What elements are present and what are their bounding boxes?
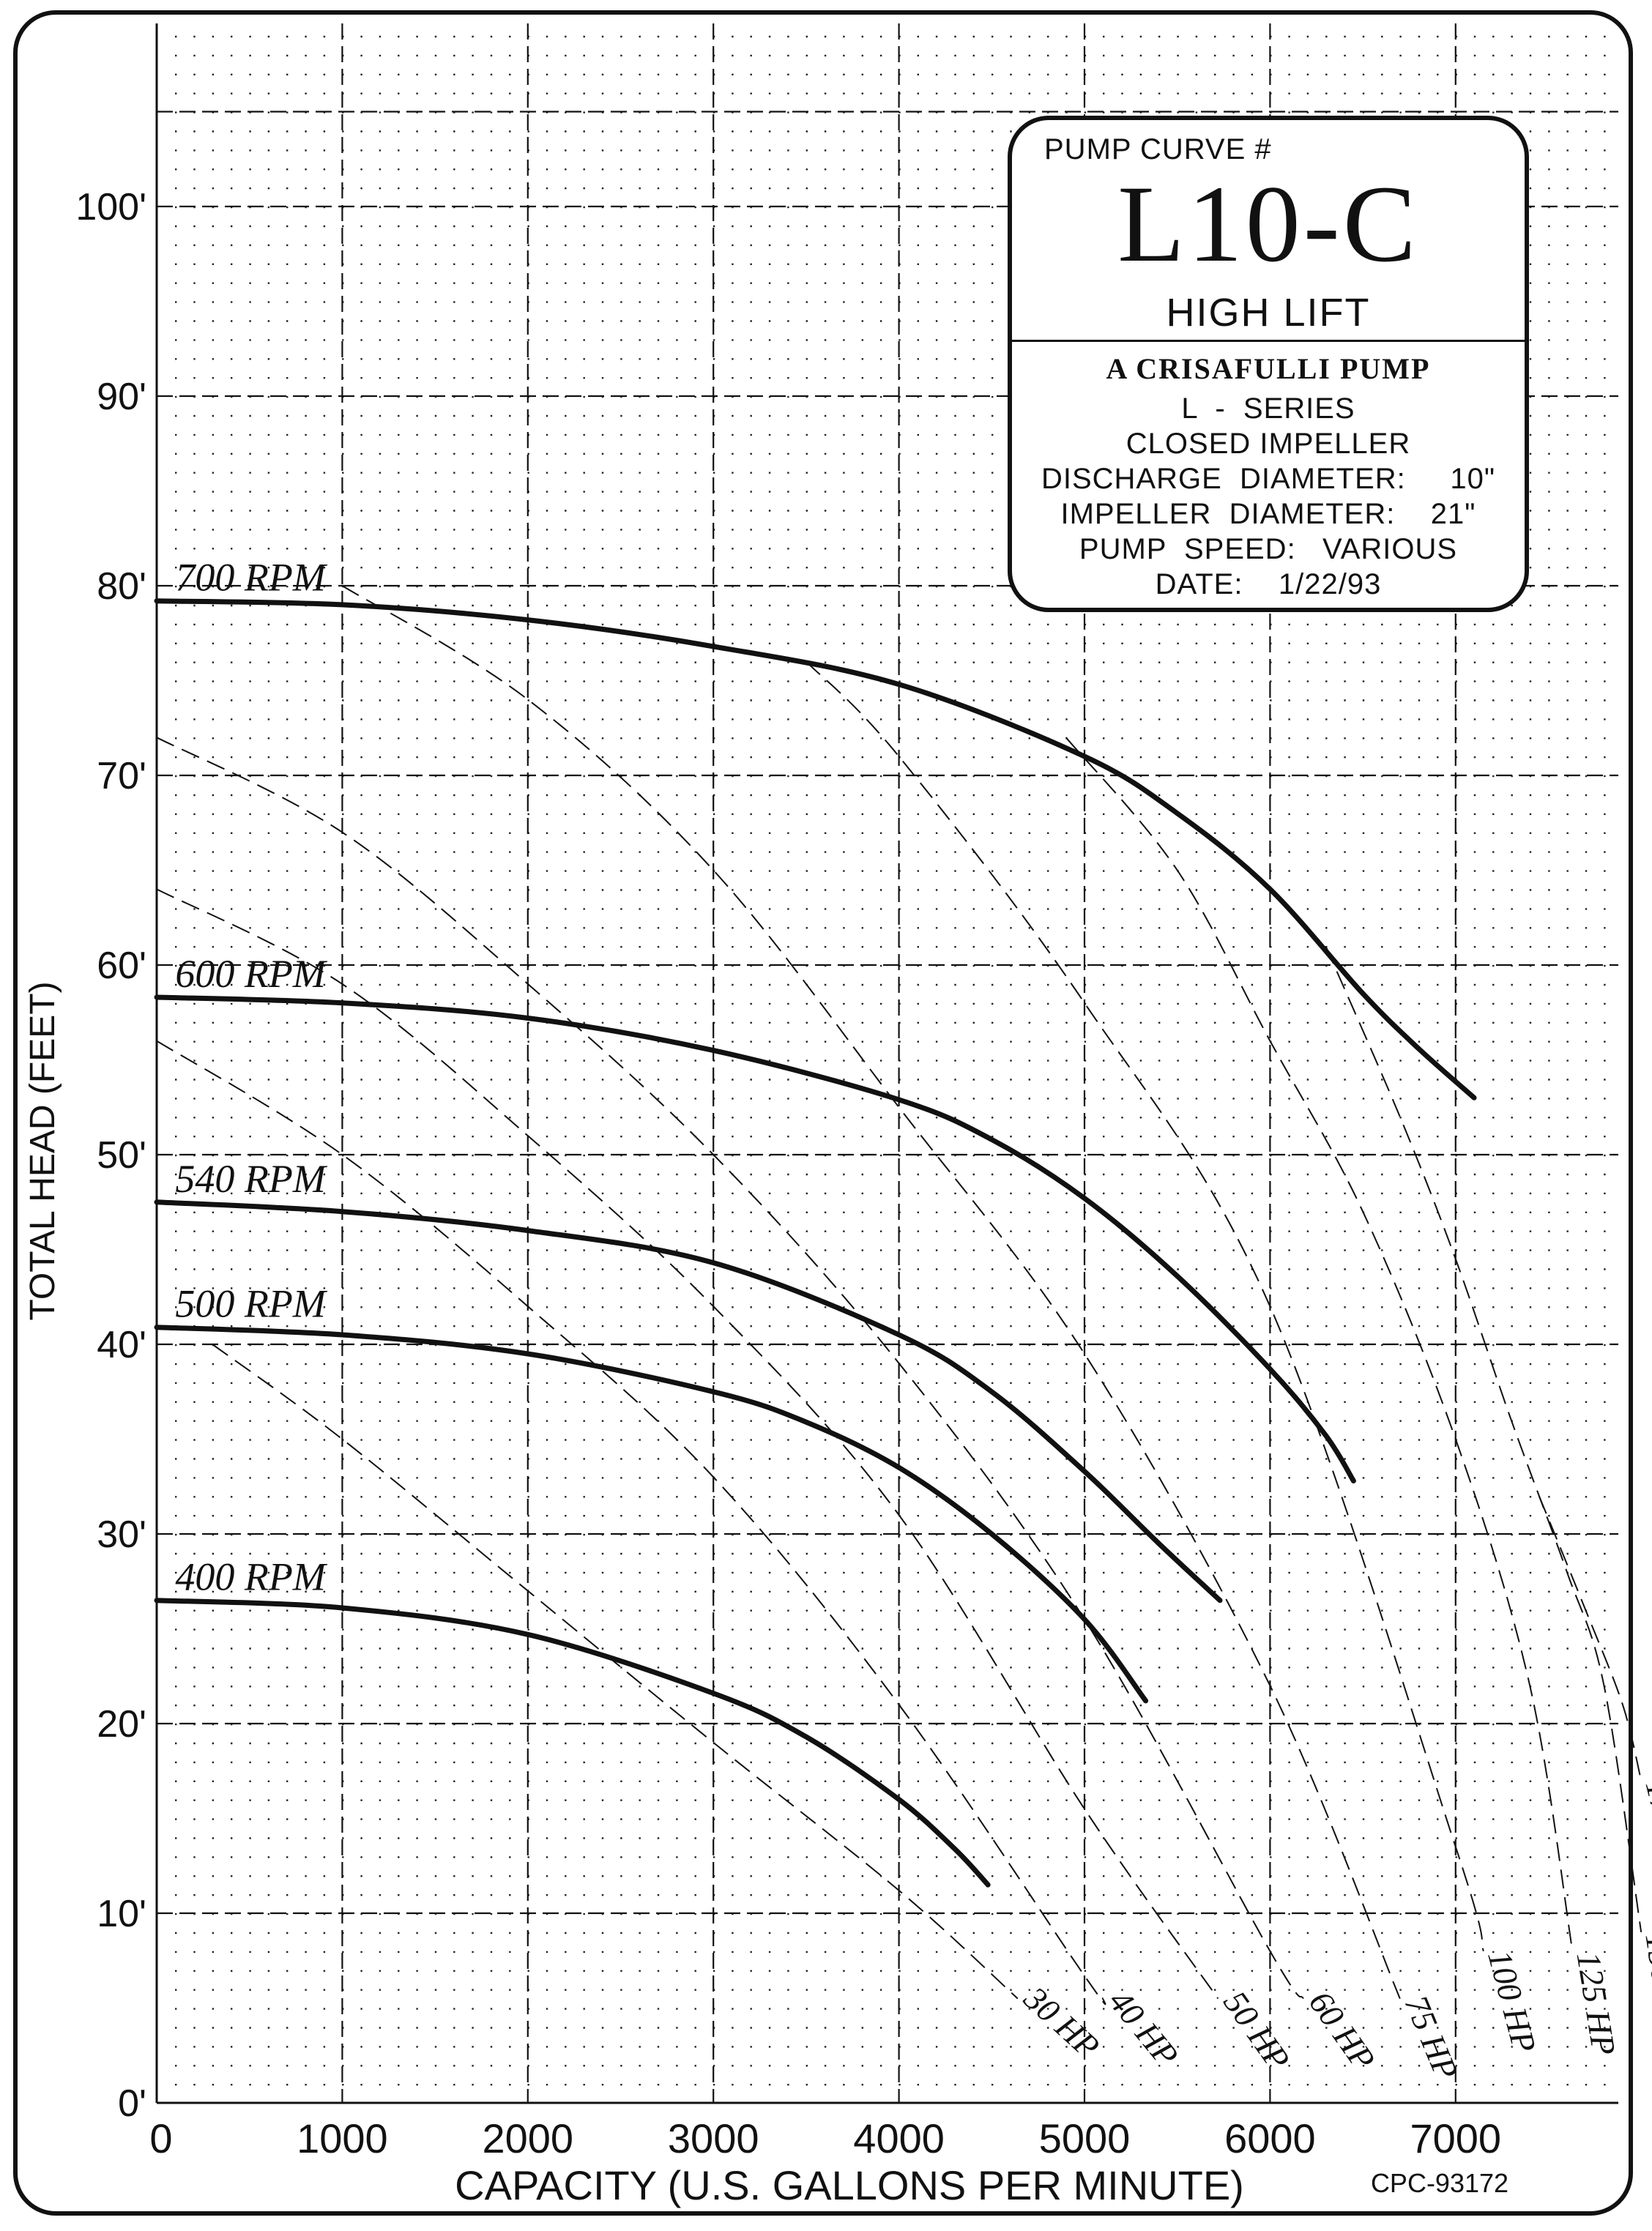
hp-lines	[156, 585, 1642, 2005]
hp-line-label: 125 HP	[1570, 1949, 1623, 2057]
pump-curve-label: PUMP CURVE #	[1044, 133, 1272, 165]
y-tick-label: 100'	[75, 186, 146, 228]
rpm-curve-label: 400 RPM	[175, 1555, 327, 1599]
hp-line-label: 60 HP	[1302, 1984, 1383, 2077]
y-tick-label: 20'	[97, 1703, 146, 1746]
hp-line	[1325, 945, 1642, 1933]
hp-line	[341, 585, 1401, 1999]
hp-line	[805, 660, 1484, 1952]
hp-line-label: 40 HP	[1102, 1983, 1186, 2074]
x-tick-label: 5000	[1039, 2115, 1131, 2161]
x-tick-label: 1000	[297, 2115, 388, 2161]
y-tick-label: 70'	[97, 755, 146, 797]
hp-line-label: 175 HP	[1638, 1776, 1652, 1886]
y-tick-label: 40'	[97, 1324, 146, 1366]
spec-pump-speed: PUMP SPEED: VARIOUS	[1079, 533, 1458, 565]
x-tick-label: 0	[149, 2115, 172, 2161]
spec-date: DATE: 1/22/93	[1155, 568, 1382, 600]
rpm-curves	[154, 598, 1477, 1888]
spec-discharge-diameter: DISCHARGE DIAMETER: 10"	[1041, 463, 1496, 495]
pump-maker: A CRISAFULLI PUMP	[1106, 352, 1431, 385]
y-tick-label: 50'	[97, 1134, 146, 1177]
hp-line-label: 150 HP	[1638, 1931, 1652, 2039]
rpm-curve	[154, 1598, 991, 1888]
y-tick-label: 30'	[97, 1513, 146, 1556]
drawing-number: CPC-93172	[1371, 2168, 1508, 2198]
rpm-curve-label: 600 RPM	[175, 952, 327, 996]
x-tick-label: 7000	[1410, 2115, 1502, 2161]
x-tick-label: 3000	[668, 2115, 759, 2161]
hp-line-label: 50 HP	[1216, 1984, 1297, 2077]
rpm-curve	[154, 994, 1356, 1483]
hp-line-label: 100 HP	[1481, 1946, 1544, 2056]
pump-curve-code: L10-C	[1117, 163, 1419, 285]
rpm-curve	[154, 1199, 1223, 1604]
axis-lines	[155, 23, 1618, 2104]
hp-line	[156, 888, 1219, 2000]
spec-impeller-type: CLOSED IMPELLER	[1125, 428, 1411, 460]
rpm-curve-label: 540 RPM	[175, 1157, 327, 1201]
rpm-curve	[154, 1325, 1149, 1704]
x-axis-title: CAPACITY (U.S. GALLONS PER MINUTE)	[455, 2162, 1244, 2208]
hp-line-label: 30 HP	[1016, 1979, 1106, 2066]
x-tick-label: 6000	[1224, 2115, 1316, 2161]
rpm-curve-label: 500 RPM	[175, 1282, 327, 1326]
tick-labels: 0' 10' 20' 30' 40' 50' 60' 70' 80' 90' 100' 0 1000 20…	[75, 186, 1501, 2161]
x-tick-label: 2000	[483, 2115, 574, 2161]
hp-line	[1538, 1495, 1642, 1781]
spec-series: L - SERIES	[1181, 392, 1355, 425]
rpm-curve-label: 700 RPM	[175, 556, 327, 600]
y-tick-label: 90'	[97, 376, 146, 418]
hp-line	[212, 1344, 1019, 2000]
hp-line	[156, 1040, 1106, 2005]
hp-line	[156, 737, 1304, 2000]
y-tick-label: 60'	[97, 945, 146, 987]
pump-curve-subtitle: HIGH LIFT	[1166, 291, 1371, 335]
y-tick-label: 80'	[97, 565, 146, 608]
y-axis-title: TOTAL HEAD (FEET)	[23, 981, 62, 1320]
hp-line	[1065, 737, 1574, 1951]
spec-impeller-diameter: IMPELLER DIAMETER: 21"	[1060, 498, 1476, 530]
y-tick-label: 0'	[118, 2082, 146, 2125]
x-tick-label: 4000	[853, 2115, 945, 2161]
title-block: PUMP CURVE # L10-C HIGH LIFT A CRISAFULL…	[1008, 116, 1529, 612]
title-divider	[1012, 340, 1525, 342]
y-tick-label: 10'	[97, 1893, 146, 1935]
chart-frame	[13, 10, 1633, 2216]
rpm-curve	[154, 598, 1477, 1100]
